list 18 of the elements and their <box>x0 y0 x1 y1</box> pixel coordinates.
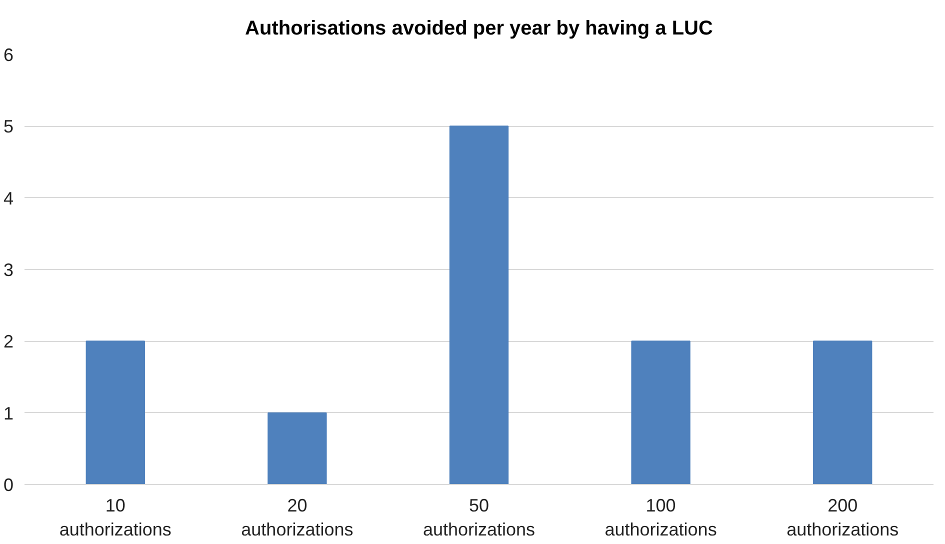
bar <box>813 340 872 484</box>
x-tick-label: 200 authorizations <box>786 496 899 540</box>
bar <box>268 412 327 484</box>
y-tick-label: 0 <box>3 475 14 495</box>
chart-title: Authorisations avoided per year by having a LUC <box>245 18 713 40</box>
bar <box>631 340 690 484</box>
bar <box>449 126 509 484</box>
y-tick-label: 3 <box>3 260 14 280</box>
bar <box>86 340 145 484</box>
y-tick-label: 2 <box>3 332 14 352</box>
x-tick-label: 100 authorizations <box>604 496 717 540</box>
y-tick-label: 6 <box>3 45 14 65</box>
x-tick-label: 50 authorizations <box>422 496 536 540</box>
y-tick-label: 4 <box>3 188 14 208</box>
y-tick-label: 5 <box>3 116 14 137</box>
x-tick-label: 10 authorizations <box>59 496 172 540</box>
x-tick-label: 20 authorizations <box>241 496 354 540</box>
y-tick-label: 1 <box>3 403 14 424</box>
